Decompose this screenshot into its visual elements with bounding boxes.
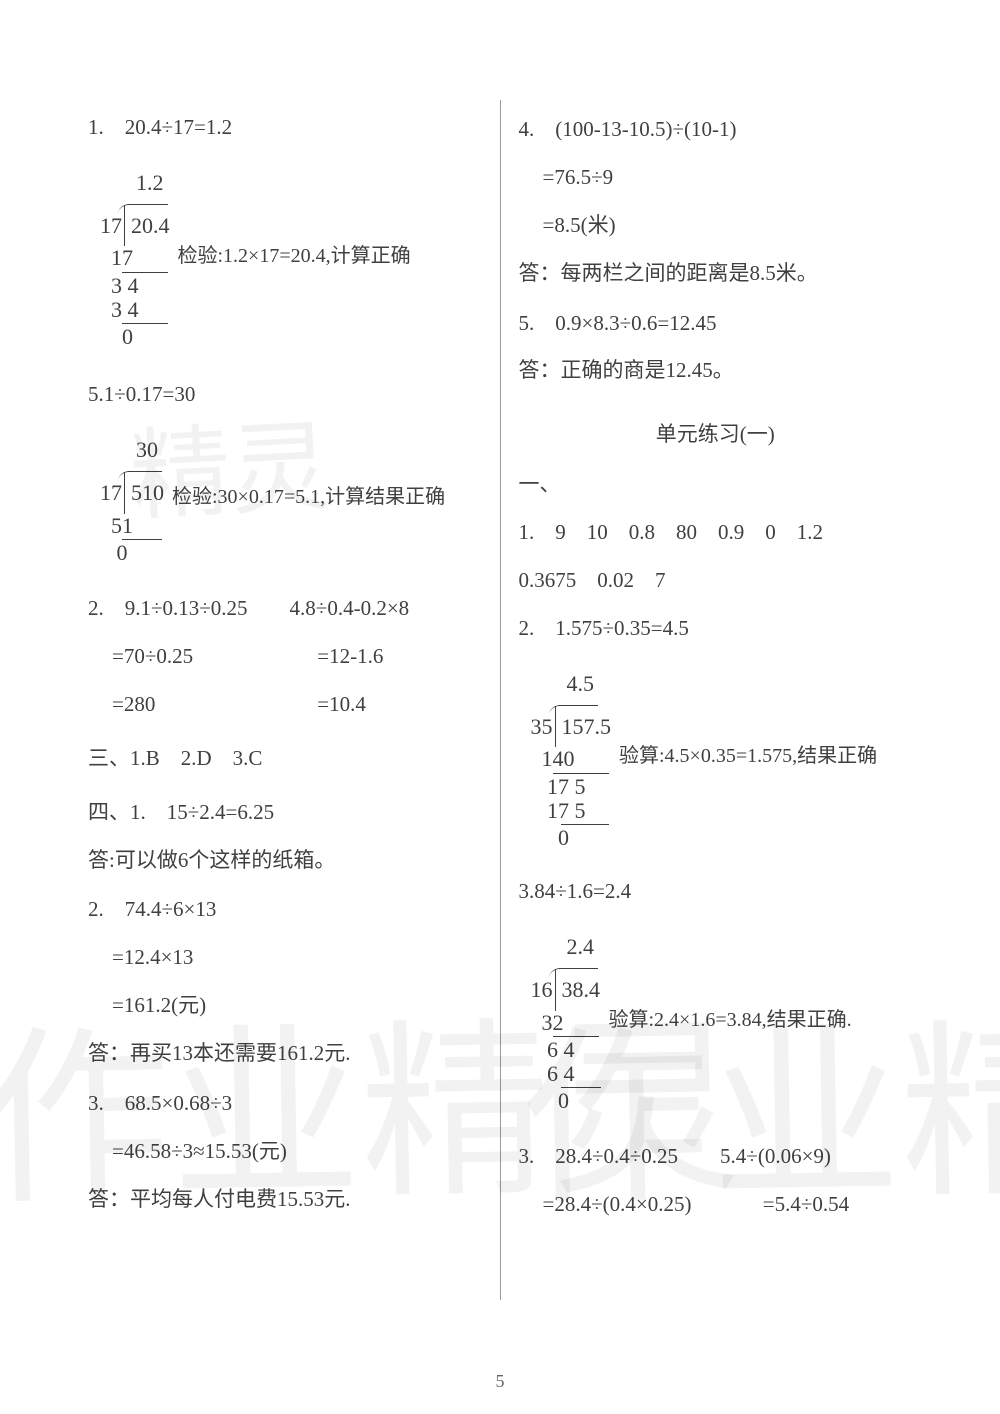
long-division-2: 30 17 510 51 0 检验:30×0.17=5.1,计算结果正确 <box>88 423 482 571</box>
sec1-q1: 1. 9 10 0.8 80 0.9 0 1.2 <box>519 513 913 553</box>
ldiv2-quotient: 30 <box>128 429 162 472</box>
ldiv3-step-2: 17 5 <box>531 799 612 823</box>
ldiv1-step-1: 3 4 <box>100 274 170 298</box>
q3: 三、1.B 2.D 3.C <box>88 739 482 779</box>
q4-1: 四、1. 15÷2.4=6.25 <box>88 793 482 833</box>
long-division-3: 4.5 35 157.5 140 17 5 17 5 0 <box>519 657 913 856</box>
ldiv3-quotient: 4.5 <box>559 663 599 706</box>
ldiv4-quotient: 2.4 <box>559 926 599 969</box>
sec1: 一、 <box>519 465 913 505</box>
ldiv1-dividend: 20.4 <box>124 205 170 247</box>
ldiv3-figure: 4.5 35 157.5 140 17 5 17 5 0 <box>531 663 612 850</box>
q4-2-l1: =12.4×13 <box>88 938 482 978</box>
q2-row2: =280 =10.4 <box>88 685 482 725</box>
ldiv1-step-2: 3 4 <box>100 298 170 322</box>
q1-heading: 1. 20.4÷17=1.2 <box>88 108 482 148</box>
q4-1-ans: 答:可以做6个这样的纸箱。 <box>88 841 482 881</box>
ldiv2-note: 检验:30×0.17=5.1,计算结果正确 <box>172 478 445 516</box>
r-q4-head: 4. (100-13-10.5)÷(10-1) <box>519 110 913 150</box>
q2-heading: 2. 9.1÷0.13÷0.25 4.8÷0.4-0.2×8 <box>88 589 482 629</box>
page: 精灵 作业精灵 作业精灵 1. 20.4÷17=1.2 1.2 17 20.4 … <box>0 0 1000 1414</box>
ldiv4-note: 验算:2.4×1.6=3.84,结果正确. <box>609 1001 852 1039</box>
ldiv3-step-1: 17 5 <box>531 775 612 799</box>
ldiv4-step-1: 6 4 <box>531 1038 601 1062</box>
ldiv2-step-0: 51 <box>100 514 164 538</box>
columns: 1. 20.4÷17=1.2 1.2 17 20.4 17 3 4 3 4 <box>70 100 930 1300</box>
sec1-q3-l1a: =28.4÷(0.4×0.25) <box>543 1185 758 1225</box>
r-q4-ans: 答：每两栏之间的距离是8.5米。 <box>519 254 913 294</box>
right-column: 4. (100-13-10.5)÷(10-1) =76.5÷9 =8.5(米) … <box>501 100 931 1300</box>
sec1-q3-l1b: =5.4÷0.54 <box>763 1192 849 1216</box>
q2-l2b: =10.4 <box>317 692 366 716</box>
page-number: 5 <box>0 1371 1000 1392</box>
ldiv3-step-0: 140 <box>531 747 612 771</box>
ldiv3-dividend: 157.5 <box>555 706 612 748</box>
q2-l1a: =70÷0.25 <box>112 637 312 677</box>
r-q5-head: 5. 0.9×8.3÷0.6=12.45 <box>519 304 913 344</box>
ldiv2-step-1: 0 <box>100 541 164 565</box>
q2-l1b: =12-1.6 <box>317 644 383 668</box>
r-q4-l1: =76.5÷9 <box>519 158 913 198</box>
sec1-q3-row: =28.4÷(0.4×0.25) =5.4÷0.54 <box>519 1185 913 1225</box>
ldiv4-step-3: 0 <box>531 1089 601 1113</box>
ldiv2-figure: 30 17 510 51 0 <box>100 429 164 565</box>
long-division-4: 2.4 16 38.4 32 6 4 6 4 0 验算: <box>519 920 913 1119</box>
ldiv4-step-0: 32 <box>531 1011 601 1035</box>
q1b-heading: 5.1÷0.17=30 <box>88 375 482 415</box>
ldiv1-step-0: 17 <box>100 246 170 270</box>
q4-3-head: 3. 68.5×0.68÷3 <box>88 1084 482 1124</box>
ldiv1-figure: 1.2 17 20.4 17 3 4 3 4 0 <box>100 162 170 349</box>
ldiv4-figure: 2.4 16 38.4 32 6 4 6 4 0 <box>531 926 601 1113</box>
ldiv1-step-3: 0 <box>100 325 170 349</box>
q4-2-head: 2. 74.4÷6×13 <box>88 890 482 930</box>
long-division-1: 1.2 17 20.4 17 3 4 3 4 0 检验:1.2 <box>88 156 482 355</box>
sec1-q1b: 0.3675 0.02 7 <box>519 561 913 601</box>
q4-3-ans: 答：平均每人付电费15.53元. <box>88 1180 482 1220</box>
ldiv4-dividend: 38.4 <box>555 969 601 1011</box>
q4-3-l1: =46.58÷3≈15.53(元) <box>88 1132 482 1172</box>
sec1-q3-head: 3. 28.4÷0.4÷0.25 5.4÷(0.06×9) <box>519 1137 913 1177</box>
ldiv3-note: 验算:4.5×0.35=1.575,结果正确 <box>619 737 877 775</box>
ldiv1-note: 检验:1.2×17=20.4,计算正确 <box>178 237 411 275</box>
sec1-q2b-head: 3.84÷1.6=2.4 <box>519 872 913 912</box>
ldiv1-quotient: 1.2 <box>128 162 168 205</box>
ldiv3-step-3: 0 <box>531 826 612 850</box>
unit-title: 单元练习(一) <box>519 415 913 455</box>
r-q4-l2: =8.5(米) <box>519 206 913 246</box>
q2-l2a: =280 <box>112 685 312 725</box>
q4-2-ans: 答：再买13本还需要161.2元. <box>88 1034 482 1074</box>
q2-row: =70÷0.25 =12-1.6 <box>88 637 482 677</box>
left-column: 1. 20.4÷17=1.2 1.2 17 20.4 17 3 4 3 4 <box>70 100 500 1300</box>
r-q5-ans: 答：正确的商是12.45。 <box>519 351 913 391</box>
ldiv4-step-2: 6 4 <box>531 1062 601 1086</box>
ldiv2-dividend: 510 <box>124 472 164 514</box>
q4-2-l2: =161.2(元) <box>88 986 482 1026</box>
sec1-q2-head: 2. 1.575÷0.35=4.5 <box>519 609 913 649</box>
